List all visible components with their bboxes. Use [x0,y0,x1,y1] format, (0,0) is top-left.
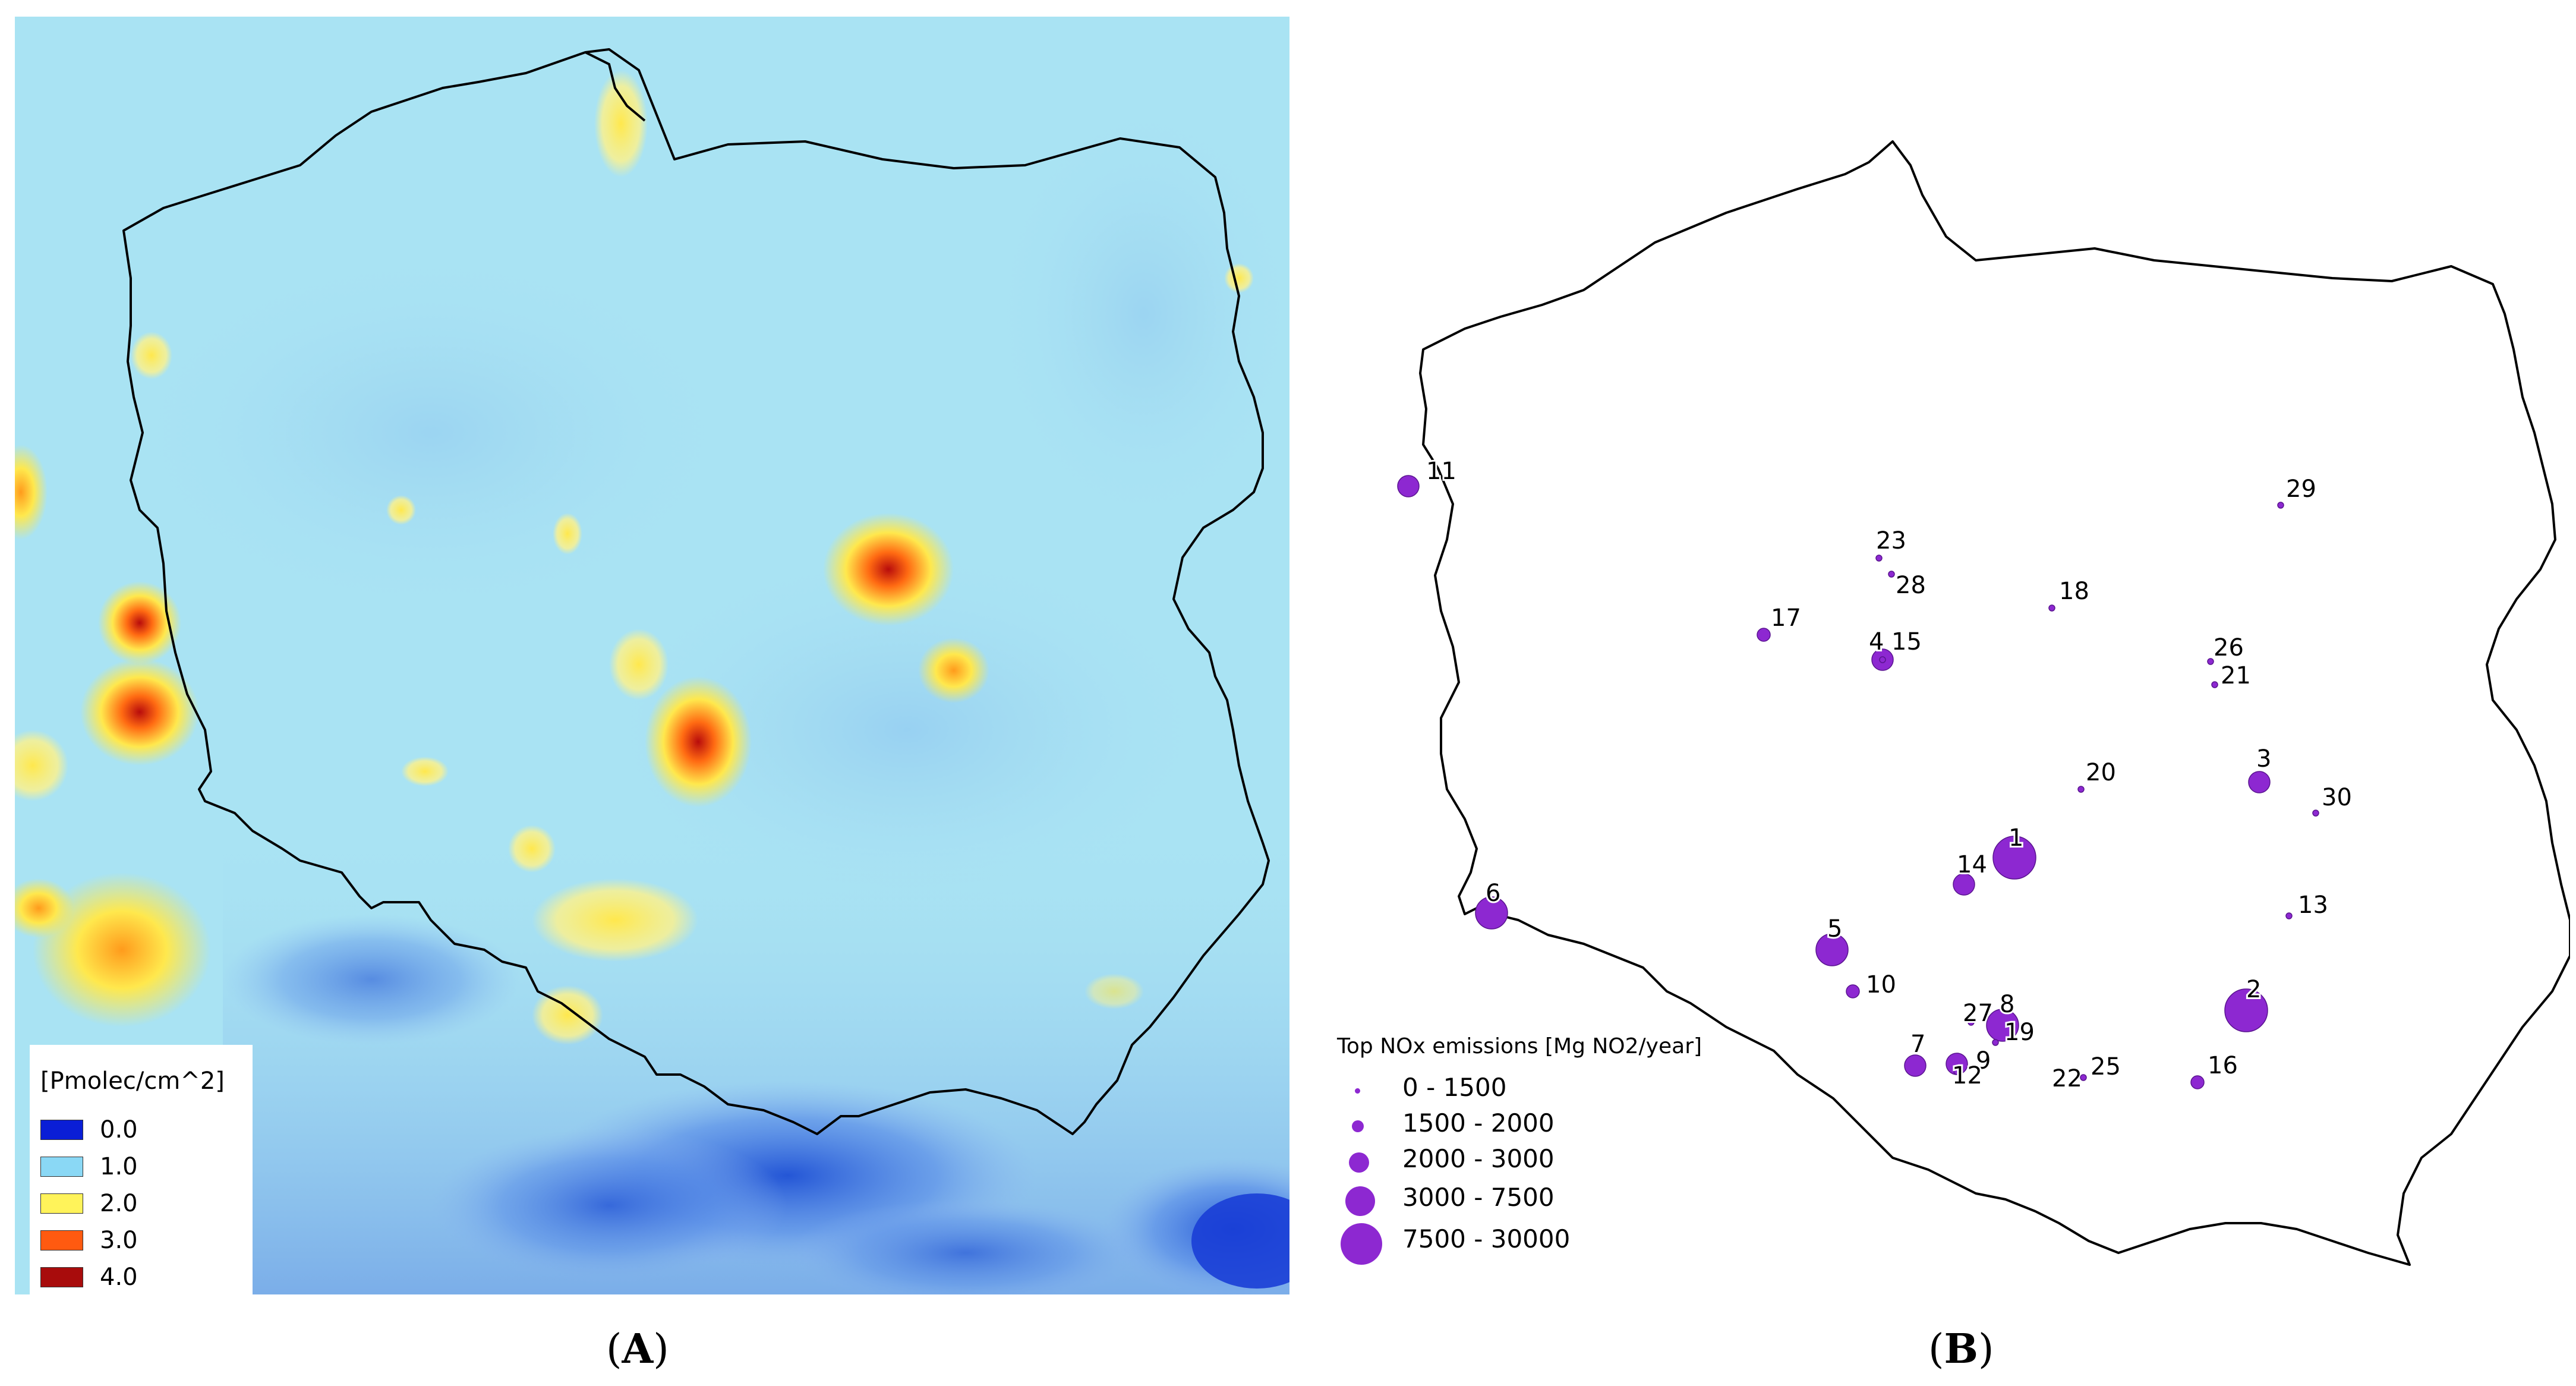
colorbar-label: 4.0 [100,1264,138,1291]
colorbar-swatch [40,1120,83,1140]
emission-source-point [1815,933,1849,966]
emissions-legend-title: Top NOx emissions [Mg NO2/year] [1337,1034,1702,1059]
emission-source-label: 1 [2009,824,2023,852]
emission-source-label: 25 [2091,1053,2121,1081]
caption-a: (A) [606,1325,669,1373]
emission-source-label: 9 [1976,1047,1991,1075]
emission-source-point [1846,984,1860,998]
legend-label: 2000 - 3000 [1402,1144,1555,1173]
legend-label: 7500 - 30000 [1402,1224,1571,1253]
emission-source-label: 27 [1963,1000,1993,1027]
hotspot-belchatow [645,676,752,807]
legend-dot [1341,1223,1382,1265]
legend-dot [1352,1120,1364,1132]
emission-source-point [2277,502,2284,509]
colorbar-label: 0.0 [100,1116,138,1144]
emission-source-point [1968,1019,1975,1026]
emission-source-point [2054,1081,2061,1088]
emission-source-point [2190,1075,2205,1089]
legend-label: 3000 - 7500 [1402,1183,1555,1212]
poland-border [122,48,1270,1135]
colorbar-label: 3.0 [100,1227,138,1254]
emission-source-label: 14 [1957,851,1987,878]
hotspot-gdansk [594,70,648,177]
emission-source-point [2077,786,2085,793]
legend-label: 1500 - 2000 [1402,1108,1555,1138]
emission-source-label: 23 [1876,527,1906,555]
colorbar-label: 1.0 [100,1153,138,1180]
emission-source-point [2080,1074,2087,1081]
colorbar-swatch [40,1267,83,1287]
emission-source-label: 15 [1891,628,1922,656]
no2-map-panel: [Pmolec/cm^2] 0.0 1.0 2.0 3.0 4.0 [15,17,1289,1311]
emission-source-point [2285,912,2293,919]
emission-source-point [2211,681,2218,688]
emission-source-point [1953,873,1975,896]
no2-heatmap [15,17,1289,1294]
legend-label: 0 - 1500 [1402,1073,1507,1102]
emissions-map: 1234567891011121314151617181920212223252… [1397,140,2570,1266]
emission-source-point [1888,571,1895,578]
colorbar-title: [Pmolec/cm^2] [40,1067,225,1095]
emission-source-point [1875,555,1883,562]
emission-source-label: 26 [2214,634,2244,662]
emission-source-point [1904,1054,1927,1077]
colorbar-swatch [40,1193,83,1214]
legend-dot [1345,1186,1375,1216]
caption-b: (B) [1928,1325,1994,1373]
emission-source-label: 28 [1896,572,1926,599]
emission-source-point [1397,475,1420,497]
emission-source-label: 20 [2086,759,2116,786]
emission-source-label: 12 [1952,1062,1982,1089]
emission-source-point [1879,656,1886,663]
emission-source-label: 21 [2221,662,2251,689]
emission-source-label: 19 [2004,1019,2035,1046]
emission-source-label: 29 [2286,475,2316,503]
emission-source-point [1992,836,2036,880]
emission-source-point [1992,1039,1999,1046]
emission-source-point [2048,604,2055,612]
emission-source-label: 22 [2052,1065,2082,1092]
emission-source-label: 13 [2298,892,2328,919]
emission-points: 1234567891011121314151617181920212223252… [1397,456,2354,1094]
emission-source-point [2207,658,2214,665]
emission-source-label: 16 [2208,1052,2238,1079]
emission-source-point [1986,1009,2019,1042]
emission-source-label: 3 [2256,745,2271,773]
emission-source-point [2224,988,2268,1032]
colorbar-label: 2.0 [100,1190,138,1217]
emission-source-point [2312,809,2319,817]
emission-source-label: 2 [2246,976,2261,1003]
emission-source-label: 6 [1486,880,1500,907]
emission-source-label: 11 [1426,458,1456,485]
emissions-map-panel: 1 2 3 4 5 6 7 8 9 10 11 12 13 14 15 16 17 18 19 20 21 22 23 25 2… [1322,17,2570,1294]
emission-source-point [1475,896,1508,930]
emission-source-point [1757,628,1771,642]
colorbar-swatch [40,1157,83,1177]
emission-source-label: 7 [1910,1031,1925,1058]
emission-source-label: 8 [2000,991,2014,1018]
legend-dot [1349,1152,1369,1173]
colorbar-swatch [40,1230,83,1250]
emission-source-label: 18 [2059,578,2089,605]
hotspot-warsaw [823,513,954,626]
emission-source-label: 10 [1866,971,1896,998]
emission-source-label: 5 [1827,915,1842,943]
emission-source-label: 17 [1771,604,1801,632]
emissions-legend: Top NOx emissions [Mg NO2/year] 0 - 1500… [1337,1034,1753,1272]
legend-dot [1355,1088,1360,1094]
emission-source-label: 30 [2322,784,2352,811]
emission-source-point [1953,1068,1960,1075]
poland-border [1419,140,2570,1266]
emission-source-label: 4 [1869,628,1884,656]
colorbar-legend: [Pmolec/cm^2] 0.0 1.0 2.0 3.0 4.0 [30,1045,253,1311]
emission-source-point [2248,771,2271,793]
hotspot-silesia [532,878,698,962]
